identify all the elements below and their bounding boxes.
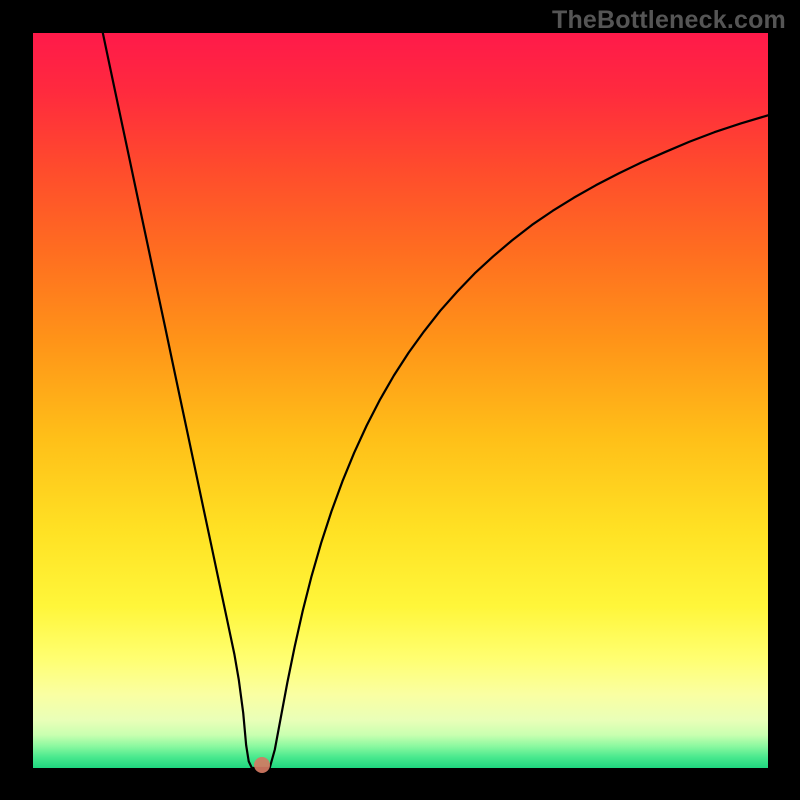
watermark-label: TheBottleneck.com bbox=[552, 6, 786, 35]
dip-marker bbox=[254, 757, 270, 773]
chart-container: TheBottleneck.com bbox=[0, 0, 800, 800]
bottleneck-curve bbox=[103, 33, 768, 768]
plot-area bbox=[33, 33, 768, 768]
curve-svg bbox=[33, 33, 768, 768]
